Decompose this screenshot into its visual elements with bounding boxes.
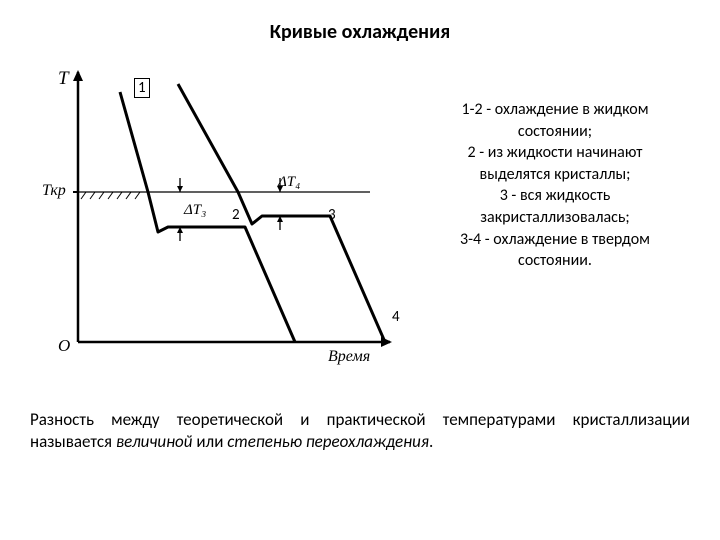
- page-title: Кривые охлаждения: [30, 20, 690, 44]
- legend-line: 2 - из жидкости начинают: [468, 143, 643, 162]
- bottom-text-italic: степенью переохлаждения: [227, 431, 429, 452]
- legend-line: состоянии;: [518, 122, 592, 141]
- bottom-text-part: или: [193, 431, 228, 452]
- delta-t3-label: ΔT₃: [184, 202, 206, 219]
- label-n2: 2: [232, 206, 240, 224]
- label-n4: 4: [392, 308, 400, 326]
- label-n3: 3: [328, 206, 336, 224]
- bottom-text-italic: величиной: [116, 431, 193, 452]
- content-row: 1 2 3 4 T O Ткр Время ΔT₃ ΔT₄ 1-2 - охла…: [30, 54, 690, 374]
- axis-y-label: T: [58, 68, 69, 90]
- legend-line: 3 - вся жидкость: [500, 186, 611, 205]
- legend-line: 1-2 - охлаждение в жидком: [461, 100, 648, 119]
- bottom-paragraph: Разность между теоретической и практичес…: [30, 409, 690, 453]
- cooling-curves-chart: 1 2 3 4 T O Ткр Время ΔT₃ ΔT₄: [30, 54, 410, 374]
- axis-tkr-label: Ткр: [42, 182, 66, 200]
- delta-t4-label: ΔT₄: [278, 174, 300, 191]
- legend-line: выделятся кристаллы;: [480, 165, 631, 184]
- axis-origin-label: O: [58, 336, 70, 356]
- legend-block: 1-2 - охлаждение в жидком состоянии; 2 -…: [425, 54, 685, 272]
- legend-line: состоянии.: [518, 251, 592, 270]
- axis-x-label: Время: [328, 348, 370, 366]
- legend-line: закристаллизовалась;: [480, 208, 629, 227]
- label-n1: 1: [134, 78, 150, 98]
- chart-svg: [30, 54, 410, 374]
- bottom-text-part: .: [429, 431, 433, 452]
- legend-line: 3-4 - охлаждение в твердом: [460, 230, 650, 249]
